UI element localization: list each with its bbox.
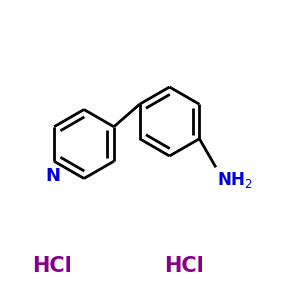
- Text: NH$_2$: NH$_2$: [218, 170, 253, 190]
- Text: N: N: [45, 167, 60, 184]
- Text: HCl: HCl: [33, 256, 72, 275]
- Text: HCl: HCl: [165, 256, 204, 275]
